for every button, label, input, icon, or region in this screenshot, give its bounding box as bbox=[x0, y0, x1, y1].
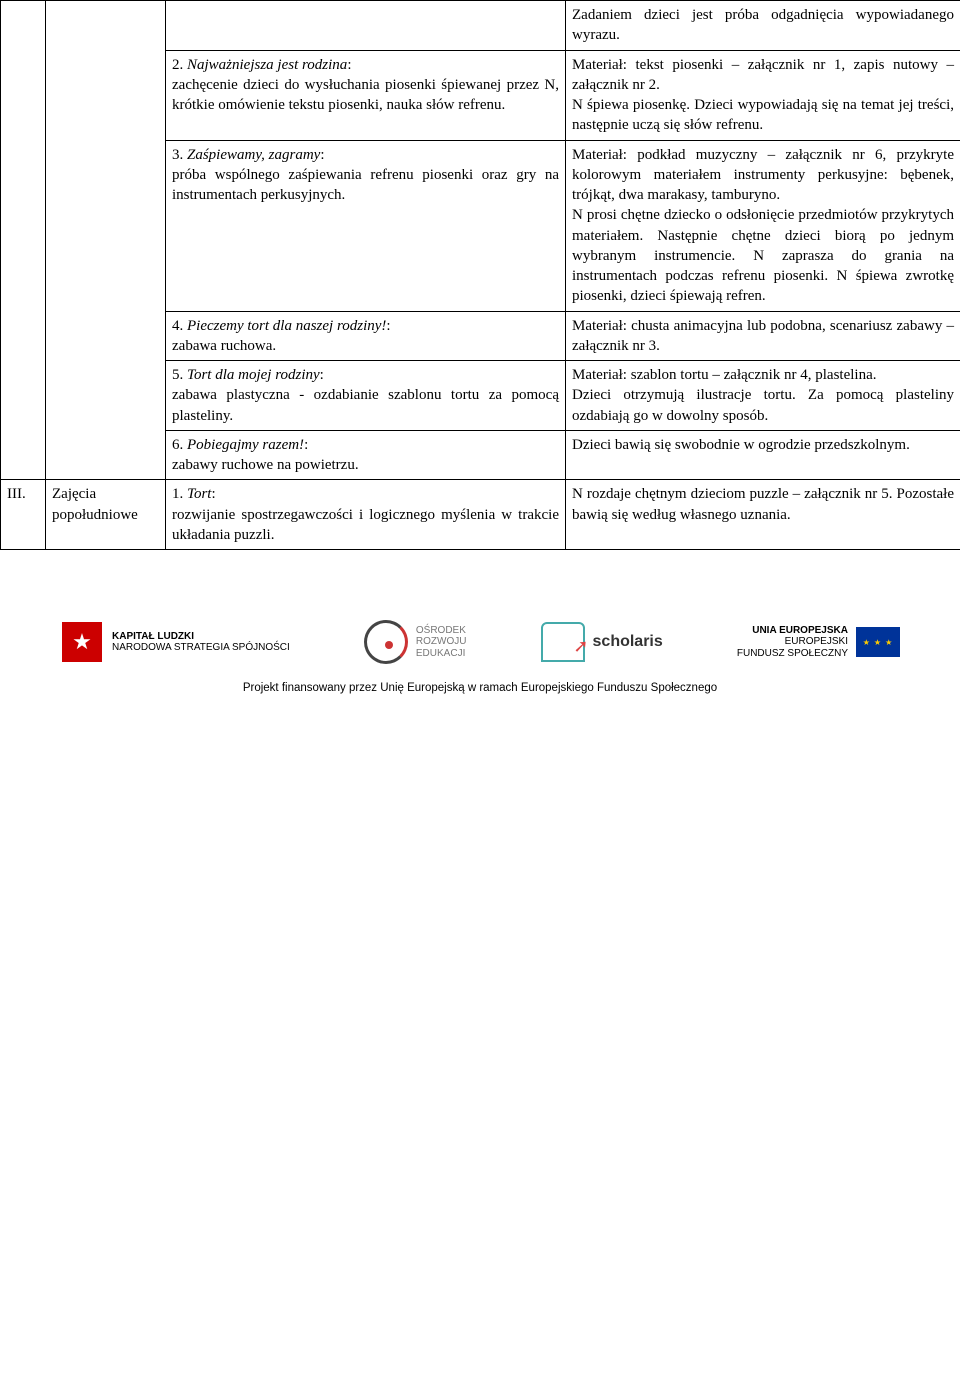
activity-cell: 4. Pieczemy tort dla naszej rodziny!:zab… bbox=[166, 311, 566, 361]
ore-label-top: OŚRODEK bbox=[416, 625, 467, 637]
activity-cell bbox=[166, 1, 566, 51]
logo-ue: UNIA EUROPEJSKA EUROPEJSKI FUNDUSZ SPOŁE… bbox=[737, 620, 900, 664]
footer-logos: ★ KAPITAŁ LUDZKI NARODOWA STRATEGIA SPÓJ… bbox=[0, 620, 960, 664]
ore-label-mid: ROZWOJU bbox=[416, 636, 467, 648]
kapital-icon: ★ bbox=[60, 620, 104, 664]
ue-label-mid: EUROPEJSKI bbox=[737, 636, 848, 648]
activity-cell: 2. Najważniejsza jest rodzina:zachęcenie… bbox=[166, 50, 566, 140]
row-number-cell bbox=[1, 1, 46, 480]
lesson-plan-table: Zadaniem dzieci jest próba odgadnięcia w… bbox=[0, 0, 960, 550]
notes-cell: Dzieci bawią się swobodnie w ogrodzie pr… bbox=[566, 430, 960, 480]
ue-label-bot: FUNDUSZ SPOŁECZNY bbox=[737, 648, 848, 660]
logo-kapital-ludzki: ★ KAPITAŁ LUDZKI NARODOWA STRATEGIA SPÓJ… bbox=[60, 620, 290, 664]
footer-funding-line: Projekt finansowany przez Unię Europejsk… bbox=[0, 682, 960, 694]
row-part-cell: Zajęcia popołudniowe bbox=[46, 480, 166, 550]
notes-cell: Materiał: tekst piosenki – załącznik nr … bbox=[566, 50, 960, 140]
notes-cell: Materiał: szablon tortu – załącznik nr 4… bbox=[566, 361, 960, 431]
logo-ore: OŚRODEK ROZWOJU EDUKACJI bbox=[364, 620, 467, 664]
kapital-label-bottom: NARODOWA STRATEGIA SPÓJNOŚCI bbox=[112, 642, 290, 654]
ore-label-bot: EDUKACJI bbox=[416, 648, 467, 660]
ore-icon bbox=[364, 620, 408, 664]
notes-cell: Materiał: chusta animacyjna lub podobna,… bbox=[566, 311, 960, 361]
scholaris-icon: ➚ bbox=[541, 620, 585, 664]
notes-cell: N rozdaje chętnym dzieciom puzzle – załą… bbox=[566, 480, 960, 550]
notes-cell: Zadaniem dzieci jest próba odgadnięcia w… bbox=[566, 1, 960, 51]
logo-scholaris: ➚ scholaris bbox=[541, 620, 663, 664]
row-part-cell bbox=[46, 1, 166, 480]
notes-cell: Materiał: podkład muzyczny – załącznik n… bbox=[566, 140, 960, 311]
activity-cell: 6. Pobiegajmy razem!:zabawy ruchowe na p… bbox=[166, 430, 566, 480]
ue-flag-icon: ★ ★ ★ bbox=[856, 620, 900, 664]
activity-cell: 1. Tort:rozwijanie spostrzegawczości i l… bbox=[166, 480, 566, 550]
activity-cell: 5. Tort dla mojej rodziny:zabawa plastyc… bbox=[166, 361, 566, 431]
row-number-cell: III. bbox=[1, 480, 46, 550]
activity-cell: 3. Zaśpiewamy, zagramy:próba wspólnego z… bbox=[166, 140, 566, 311]
scholaris-label: scholaris bbox=[593, 633, 663, 651]
kapital-label-top: KAPITAŁ LUDZKI bbox=[112, 631, 290, 643]
ue-label-top: UNIA EUROPEJSKA bbox=[737, 625, 848, 637]
